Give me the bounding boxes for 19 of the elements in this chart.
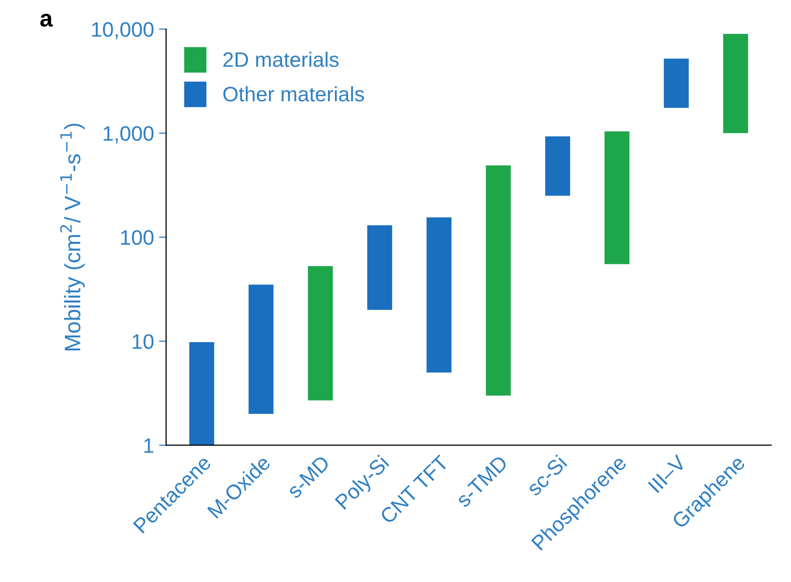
bar <box>545 136 570 196</box>
y-axis-title: Mobility (cm$^{2}$/ V$^{−1}$-s$^{−1}$) <box>60 124 85 350</box>
legend-label: 2D materials <box>223 52 339 68</box>
bar <box>664 58 689 108</box>
bar <box>308 266 333 400</box>
y-tick-label: 1 <box>144 438 154 453</box>
y-tick-label: 1,000 <box>104 126 154 144</box>
bar <box>426 217 452 373</box>
text: a <box>40 14 53 27</box>
bar <box>367 225 392 310</box>
bar <box>604 131 630 264</box>
legend-label: Other materials <box>223 86 364 102</box>
bar <box>189 342 214 446</box>
bar <box>486 165 511 396</box>
y-tick-label: 10 <box>132 334 154 349</box>
bar <box>723 34 748 134</box>
y-tick-label: 100 <box>121 230 154 245</box>
y-tick-label: 10,000 <box>92 22 154 40</box>
bar <box>248 284 274 414</box>
